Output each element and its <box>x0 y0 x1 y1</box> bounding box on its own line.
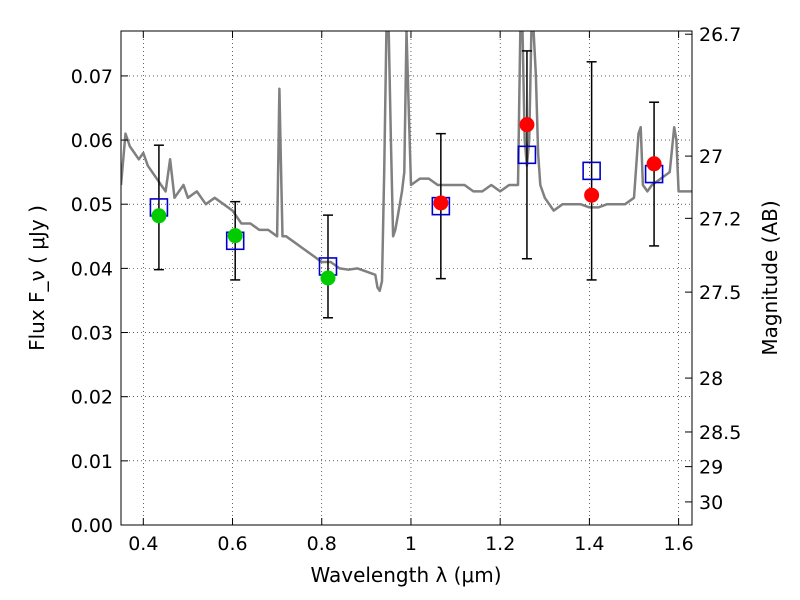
y-tick-label: 0.00 <box>71 515 113 537</box>
y-tick-label: 0.04 <box>71 258 113 280</box>
right-tick-label: 27.5 <box>699 282 741 304</box>
model-spectrum-line <box>121 31 692 293</box>
model-flux-square <box>517 145 537 165</box>
right-tick-label: 28.5 <box>699 422 741 444</box>
y-tick-label: 0.03 <box>71 323 113 345</box>
observed-flux-point <box>227 228 243 244</box>
observed-flux-point <box>151 208 167 224</box>
right-axis-label: Magnitude (AB) <box>758 200 782 355</box>
x-tick-label: 0.8 <box>307 533 337 555</box>
right-tick-label: 28 <box>699 368 723 390</box>
model-flux-square <box>582 161 601 181</box>
observed-flux-point <box>519 117 535 133</box>
right-tick-label: 27.2 <box>699 208 741 230</box>
y-axis-label: Flux F_ν ( μJy ) <box>25 205 49 351</box>
right-tick-label: 27 <box>699 146 723 168</box>
x-tick-label: 0.6 <box>217 533 247 555</box>
x-tick-label: 1.6 <box>664 533 694 555</box>
y-tick-label: 0.01 <box>71 451 113 473</box>
right-tick-label: 26.7 <box>699 24 741 46</box>
plot-area <box>121 31 692 319</box>
observed-flux-point <box>584 187 600 203</box>
axis-ticks: 0.4 0.6 0.8 1 1.2 1.4 1.6 0.00 0.01 0.02 0.03 0.04 0… <box>71 24 742 555</box>
y-tick-label: 0.07 <box>71 66 113 88</box>
x-tick-label: 1 <box>405 533 417 555</box>
observed-flux-point <box>320 270 336 286</box>
x-axis-label: Wavelength λ (μm) <box>310 563 501 587</box>
y-tick-label: 0.02 <box>71 387 113 409</box>
y-tick-label: 0.05 <box>71 194 113 216</box>
observed-flux-point <box>433 195 449 211</box>
x-tick-label: 1.2 <box>485 533 515 555</box>
x-tick-label: 1.4 <box>574 533 604 555</box>
x-tick-label: 0.4 <box>128 533 158 555</box>
y-tick-label: 0.06 <box>71 130 113 152</box>
plot-frame <box>120 30 693 526</box>
right-tick-label: 29 <box>699 457 723 479</box>
right-tick-label: 30 <box>699 492 723 514</box>
observed-flux-point <box>646 156 662 172</box>
